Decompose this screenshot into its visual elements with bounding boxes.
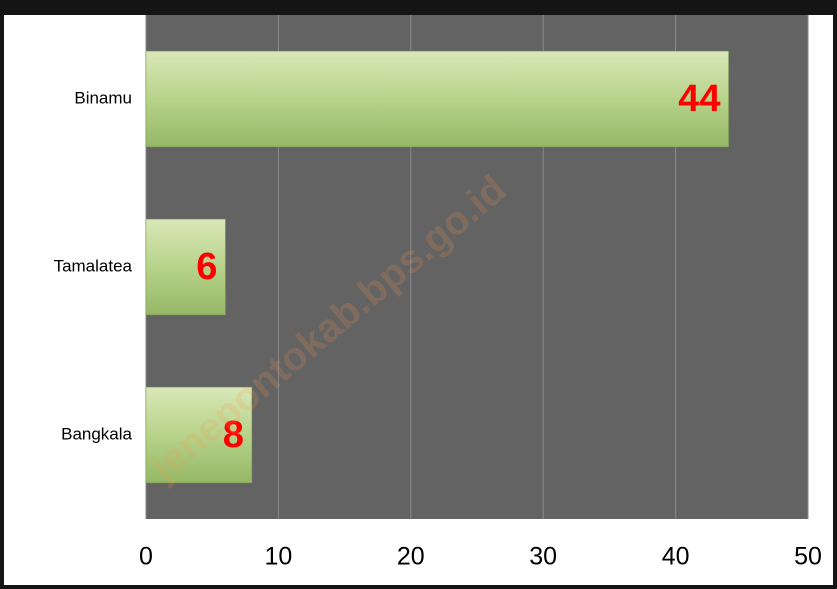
x-tick-label: 0 [139,543,153,571]
x-tick-label: 10 [264,543,292,571]
y-tick-label: Tamalatea [54,256,133,275]
x-tick-label: 40 [662,543,690,571]
value-label: 6 [196,246,217,288]
bar [145,218,226,316]
y-tick-label: Bangkala [61,424,132,443]
labels: 0 10 20 30 40 50 Binamu 44 Tamalatea 6 Bangkala 8 [54,78,822,571]
bar [145,50,729,148]
value-label: 8 [223,414,244,456]
x-tick-label: 50 [794,543,822,571]
x-tick-label: 20 [397,543,425,571]
y-tick-label: Binamu [74,88,132,107]
x-tick-label: 30 [529,543,557,571]
bar [145,386,253,484]
bars [145,50,729,484]
value-label: 44 [678,78,720,120]
